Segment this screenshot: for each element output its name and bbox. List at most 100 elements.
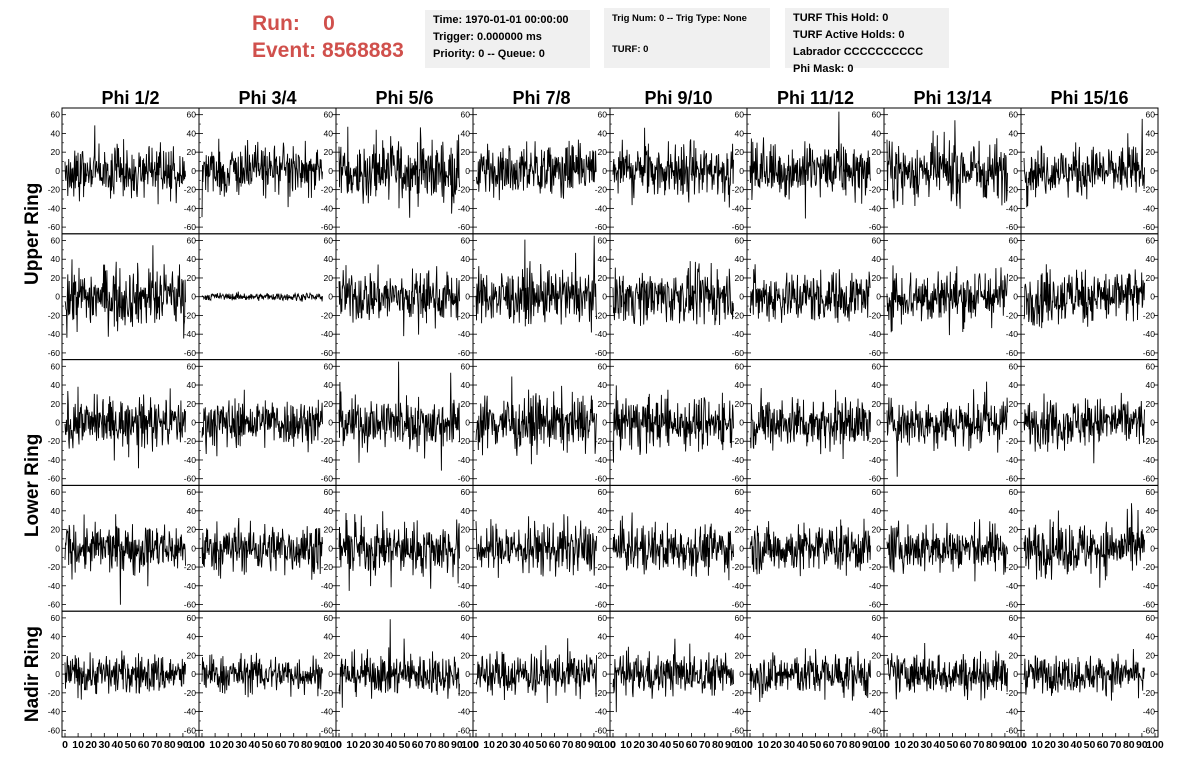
x-tick-label: 0 [747,739,753,751]
y-tick-label: 60 [1009,361,1019,371]
y-tick-label: -60 [869,222,882,232]
y-tick-label: 40 [1146,128,1156,138]
x-tick-label: 80 [301,739,313,751]
y-tick-label: -60 [48,474,61,484]
y-tick-label: 20 [187,399,197,409]
y-tick-label: 60 [461,487,471,497]
y-tick-label: 40 [872,128,882,138]
y-tick-label: 40 [735,632,745,642]
y-tick-label: -20 [732,436,745,446]
y-tick-label: 40 [461,128,471,138]
y-tick-label: -60 [321,725,334,735]
waveform-trace [201,517,323,580]
y-tick-label: 60 [872,613,882,623]
y-tick-label: 60 [872,110,882,120]
x-tick-label: 20 [85,739,97,751]
y-tick-label: -60 [321,474,334,484]
y-tick-label: 40 [51,632,61,642]
x-tick-label: 80 [849,739,861,751]
y-tick-label: 0 [191,166,196,176]
y-tick-label: 20 [461,525,471,535]
y-tick-label: -20 [184,688,197,698]
y-tick-label: 0 [739,669,744,679]
x-tick-label: 40 [934,739,946,751]
y-tick-label: 20 [598,273,608,283]
y-tick-label: 60 [598,361,608,371]
y-tick-label: -40 [1006,455,1019,465]
waveform-trace [475,638,597,704]
x-tick-label: 90 [314,739,326,751]
y-tick-label: 40 [51,254,61,264]
y-tick-label: 40 [1146,380,1156,390]
y-tick-label: -40 [458,707,471,717]
x-tick-label: 10 [346,739,358,751]
y-tick-label: 60 [461,361,471,371]
y-tick-label: -20 [1006,310,1019,320]
y-tick-label: 20 [735,650,745,660]
waveform-trace [475,514,597,578]
y-tick-label: -40 [458,455,471,465]
y-tick-label: -40 [184,581,197,591]
waveform-trace [1023,503,1145,588]
y-tick-label: -40 [1143,203,1156,213]
y-tick-label: -20 [595,688,608,698]
y-tick-label: -60 [184,725,197,735]
waveform-trace [201,652,323,698]
x-tick-label: 40 [249,739,261,751]
y-tick-label: -60 [595,725,608,735]
y-tick-label: 20 [187,650,197,660]
y-tick-label: 20 [51,525,61,535]
y-tick-label: -60 [48,725,61,735]
y-tick-label: 20 [324,147,334,157]
y-tick-label: -60 [869,474,882,484]
y-tick-label: -40 [732,581,745,591]
waveform-trace [201,389,323,457]
x-tick-label: 10 [620,739,632,751]
y-tick-label: 60 [51,235,61,245]
y-tick-label: -40 [595,581,608,591]
y-tick-label: -60 [184,222,197,232]
y-tick-label: -20 [1006,688,1019,698]
waveform-trace [749,264,871,323]
event-value: 8568883 [322,39,404,62]
y-tick-label: -40 [184,455,197,465]
y-tick-label: 20 [1009,650,1019,660]
y-tick-label: -40 [458,203,471,213]
y-tick-label: 40 [598,632,608,642]
y-tick-label: -20 [595,562,608,572]
y-tick-label: -60 [1006,348,1019,358]
y-tick-label: 40 [1146,506,1156,516]
x-tick-label: 70 [973,739,985,751]
y-tick-label: -60 [1143,348,1156,358]
ring-row-label: Upper Ring [22,183,43,285]
y-tick-label: -40 [869,707,882,717]
y-tick-label: -20 [732,688,745,698]
waveform-panel-frame [61,610,200,738]
y-tick-label: 40 [1009,506,1019,516]
waveform-trace [338,126,460,218]
y-tick-label: 60 [187,110,197,120]
y-tick-label: -40 [1006,329,1019,339]
y-tick-label: 20 [598,650,608,660]
y-tick-label: -60 [732,348,745,358]
y-tick-label: -60 [869,348,882,358]
x-tick-label: 0 [62,739,68,751]
y-tick-label: -40 [1143,329,1156,339]
x-tick-label: 30 [235,739,247,751]
y-tick-label: -40 [869,329,882,339]
y-tick-label: -20 [869,688,882,698]
y-tick-label: -20 [458,436,471,446]
x-tick-label: 70 [425,739,437,751]
waveform-trace [64,125,186,205]
x-tick-label: 90 [451,739,463,751]
x-tick-label: 70 [151,739,163,751]
x-tick-label: 100 [735,739,753,751]
y-tick-label: 0 [876,669,881,679]
y-tick-label: 40 [461,506,471,516]
y-tick-label: 0 [55,669,60,679]
x-tick-label: 70 [699,739,711,751]
y-tick-label: 40 [872,632,882,642]
y-tick-label: -40 [595,329,608,339]
y-tick-label: -60 [1143,600,1156,610]
y-tick-label: -40 [1143,455,1156,465]
